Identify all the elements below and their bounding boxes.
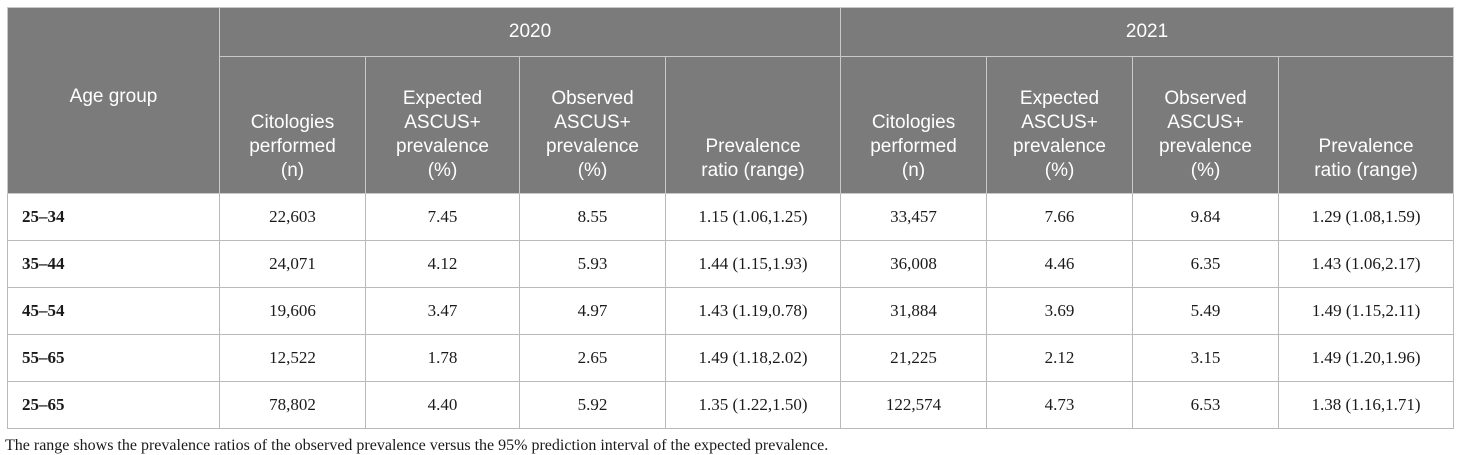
table-cell: 78,802 [219,381,366,429]
header-line: ratio (range) [701,160,805,181]
table-cell: 36,008 [840,240,988,288]
table-cell: 3.15 [1132,334,1280,382]
table-cell: 22,603 [219,193,366,241]
table-cell: 1.44 (1.15,1.93) [664,240,842,288]
table-row: 25–65 78,802 4.40 5.92 1.35 (1.22,1.50) 122,5… [7,381,1455,429]
table-container: Age group 2020 2021 Citologies performed (… [5,7,1455,455]
table-cell: 21,225 [840,334,988,382]
header-line: (n) [280,160,305,181]
header-line: ASCUS+ [554,112,631,133]
header-line: Expected [1019,88,1100,109]
table-cell: 2.12 [986,334,1134,382]
table-cell: 1.38 (1.16,1.71) [1278,381,1455,429]
citologies-performed-header-2021: Citologies performed (n) [840,56,988,194]
observed-prevalence-header-2021: Observed ASCUS+ prevalence (%) [1132,56,1280,194]
expected-prevalence-header-2020: Expected ASCUS+ prevalence (%) [365,56,520,194]
table-cell: 1.35 (1.22,1.50) [664,381,842,429]
table-cell: 4.73 [986,381,1134,429]
table-cell: 33,457 [840,193,988,241]
table-header: Age group 2020 2021 Citologies performed (… [7,7,1455,194]
table-cell: 1.15 (1.06,1.25) [664,193,842,241]
table-cell: 1.49 (1.20,1.96) [1278,334,1455,382]
header-line: Expected [402,88,483,109]
header-line: (%) [1190,160,1221,181]
age-group-cell: 35–44 [7,240,220,288]
header-row-columns: Citologies performed (n) Expected ASCUS+ prev… [8,56,1455,194]
table-cell: 6.53 [1132,381,1280,429]
table-cell: 3.47 [365,287,520,335]
table-cell: 1.43 (1.06,2.17) [1278,240,1455,288]
table-cell: 24,071 [219,240,366,288]
prevalence-ratio-header-2020: Prevalence ratio (range) [664,56,842,194]
header-line: performed [870,136,957,157]
prevalence-table: Age group 2020 2021 Citologies performed (… [7,7,1455,429]
header-line: ASCUS+ [1021,112,1098,133]
header-line: ratio (range) [1314,160,1418,181]
header-line: (n) [901,160,926,181]
expected-prevalence-header-2021: Expected ASCUS+ prevalence (%) [986,56,1134,194]
table-cell: 5.49 [1132,287,1280,335]
header-line: Prevalence [1318,136,1414,157]
table-cell: 7.66 [986,193,1134,241]
header-line: (%) [427,160,458,181]
table-cell: 12,522 [219,334,366,382]
header-row-years: Age group 2020 2021 [7,7,1455,194]
table-cell: 8.55 [519,193,666,241]
header-line: (%) [1044,160,1075,181]
age-group-cell: 25–65 [7,381,220,429]
age-group-cell: 45–54 [7,287,220,335]
year-header-2020: 2020 [218,7,842,57]
table-cell: 6.35 [1132,240,1280,288]
header-line: prevalence [1159,136,1252,157]
table-cell: 5.92 [519,381,666,429]
observed-prevalence-header-2020: Observed ASCUS+ prevalence (%) [519,56,666,194]
header-line: Prevalence [705,136,801,157]
table-body: 25–34 22,603 7.45 8.55 1.15 (1.06,1.25) 33,45… [7,193,1455,429]
header-line: ASCUS+ [1167,112,1244,133]
table-cell: 4.12 [365,240,520,288]
table-row: 25–34 22,603 7.45 8.55 1.15 (1.06,1.25) 33,45… [7,193,1455,241]
header-line: Citologies [871,112,956,133]
header-line: Observed [551,88,634,109]
table-cell: 4.97 [519,287,666,335]
header-line: prevalence [396,136,489,157]
age-group-header: Age group [7,7,220,194]
citologies-performed-header-2020: Citologies performed (n) [219,56,366,194]
table-cell: 1.78 [365,334,520,382]
table-cell: 122,574 [840,381,988,429]
header-line: Observed [1164,88,1247,109]
year-header-2021: 2021 [840,7,1455,57]
header-line: prevalence [1013,136,1106,157]
table-footnote: The range shows the prevalence ratios of… [5,437,829,454]
table-cell: 4.46 [986,240,1134,288]
table-cell: 4.40 [365,381,520,429]
header-line: performed [249,136,336,157]
table-cell: 2.65 [519,334,666,382]
table-cell: 9.84 [1132,193,1280,241]
header-line: ASCUS+ [404,112,481,133]
table-cell: 1.49 (1.18,2.02) [664,334,842,382]
table-cell: 1.43 (1.19,0.78) [664,287,842,335]
age-group-cell: 55–65 [7,334,220,382]
table-cell: 1.49 (1.15,2.11) [1278,287,1455,335]
table-cell: 5.93 [519,240,666,288]
table-cell: 3.69 [986,287,1134,335]
prevalence-ratio-header-2021: Prevalence ratio (range) [1278,56,1455,194]
table-cell: 19,606 [219,287,366,335]
table-cell: 31,884 [840,287,988,335]
header-line: prevalence [546,136,639,157]
table-row: 55–65 12,522 1.78 2.65 1.49 (1.18,2.02) 21,22… [7,334,1455,382]
table-cell: 1.29 (1.08,1.59) [1278,193,1455,241]
header-line: (%) [577,160,608,181]
table-row: 35–44 24,071 4.12 5.93 1.44 (1.15,1.93) 36,00… [7,240,1455,288]
header-line: Citologies [250,112,335,133]
table-cell: 7.45 [365,193,520,241]
age-group-cell: 25–34 [7,193,220,241]
table-row: 45–54 19,606 3.47 4.97 1.43 (1.19,0.78) 31,88… [7,287,1455,335]
